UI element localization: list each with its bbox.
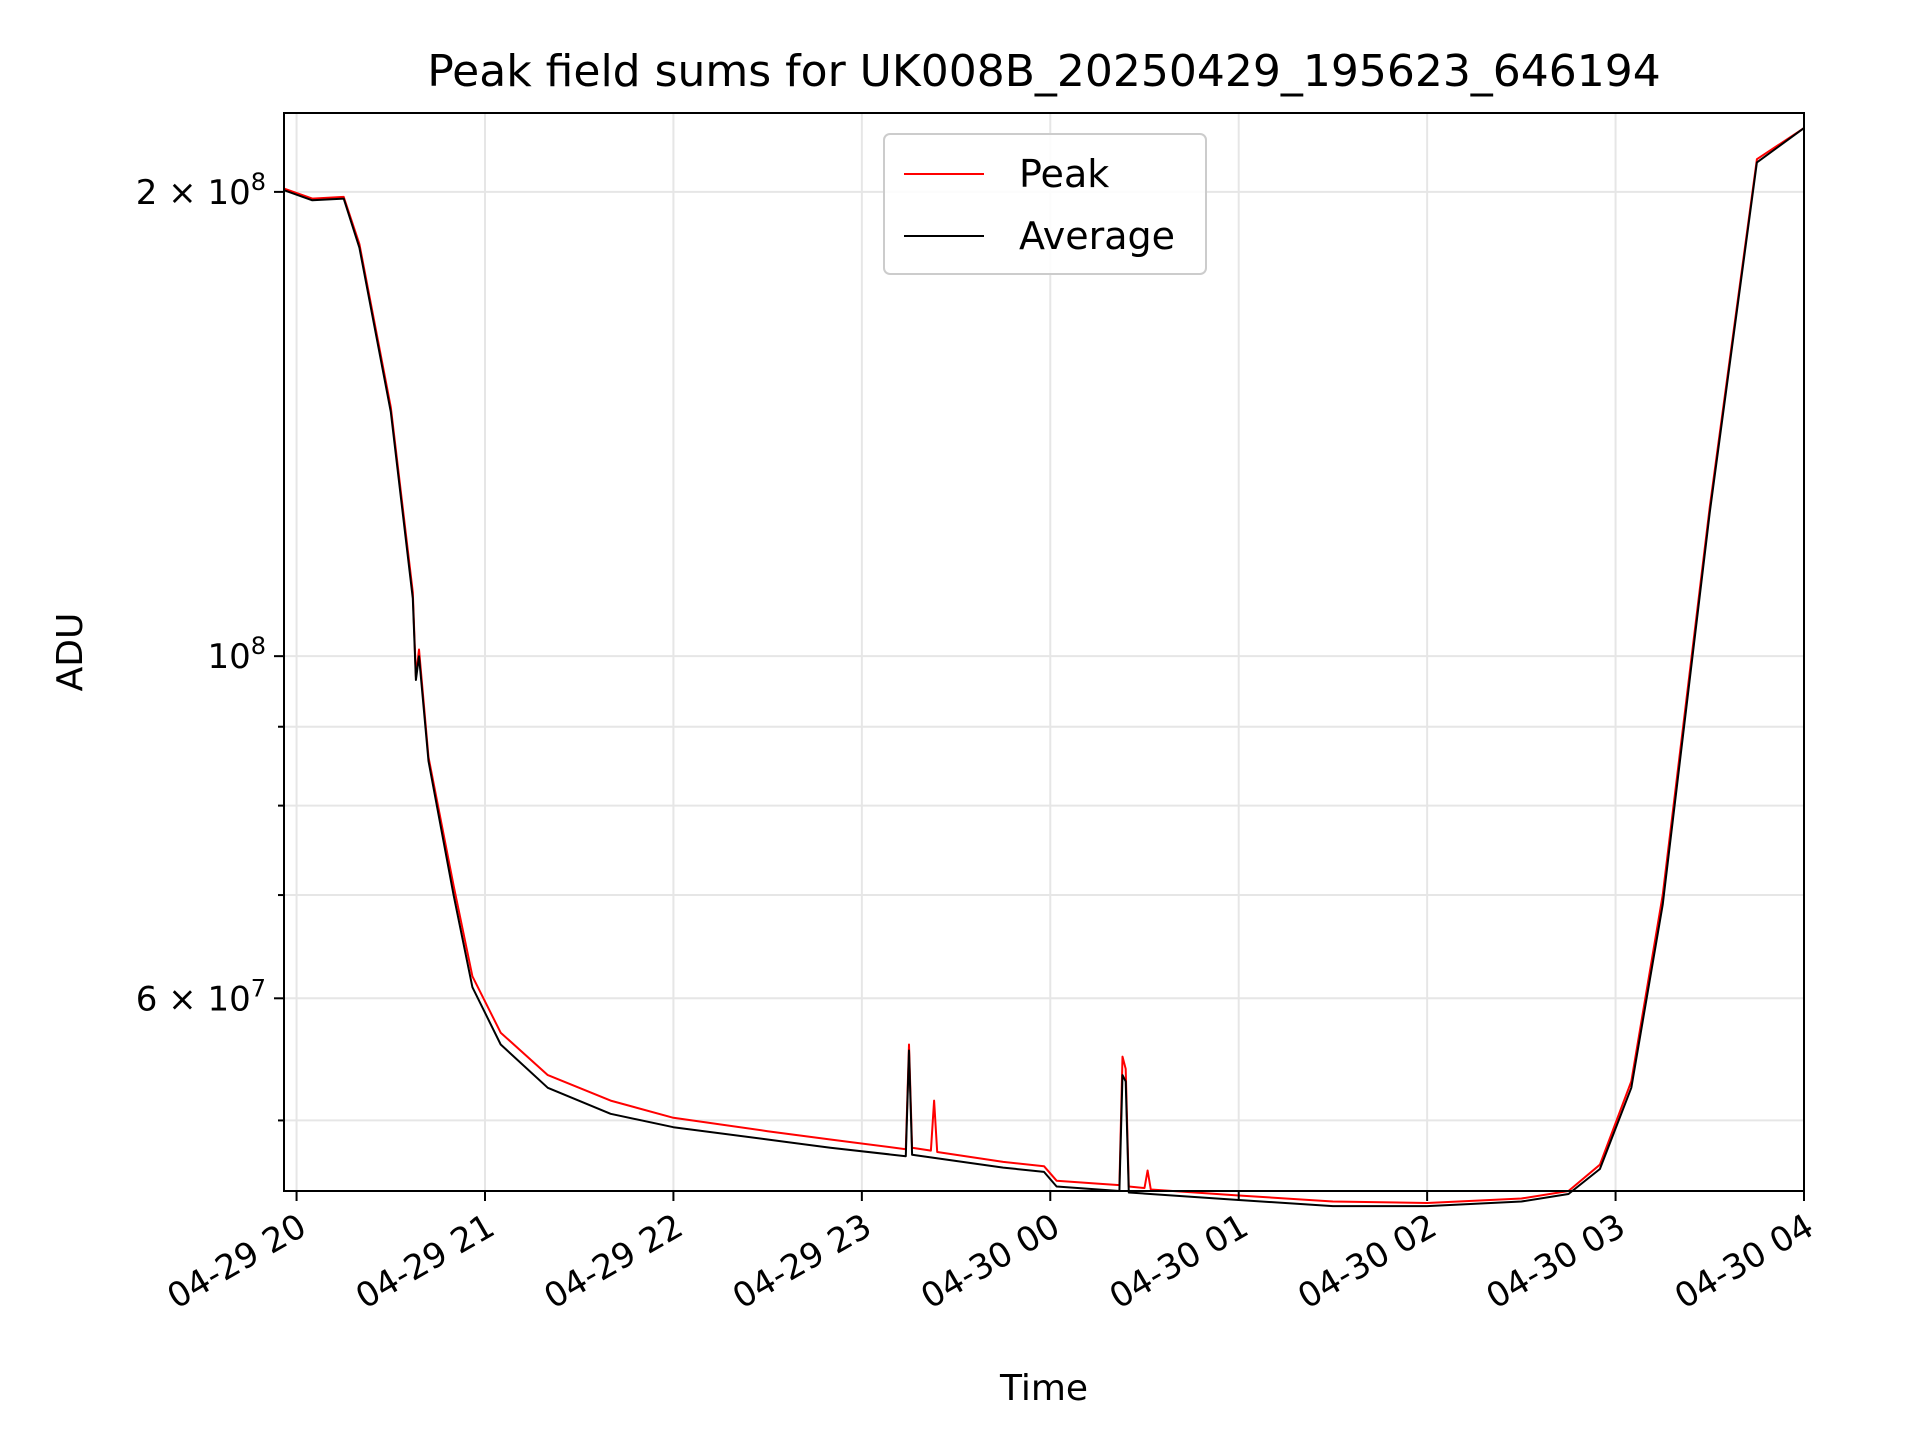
legend-label-average: Average: [1019, 214, 1175, 258]
legend: Peak Average: [883, 133, 1207, 275]
y-tick-label: 108: [207, 632, 266, 677]
chart-title: Peak field sums for UK008B_20250429_1956…: [427, 46, 1661, 97]
x-axis-label: Time: [999, 1368, 1088, 1409]
legend-box: [883, 133, 1207, 275]
y-tick-label: 6 × 107: [136, 974, 266, 1019]
series-layer: [283, 127, 1805, 1208]
y-tick-label: 2 × 108: [136, 168, 266, 213]
y-axis-label: ADU: [50, 613, 91, 692]
series-line-average: [283, 127, 1805, 1208]
plot-area: [283, 112, 1805, 1192]
legend-label-peak: Peak: [1019, 152, 1109, 196]
